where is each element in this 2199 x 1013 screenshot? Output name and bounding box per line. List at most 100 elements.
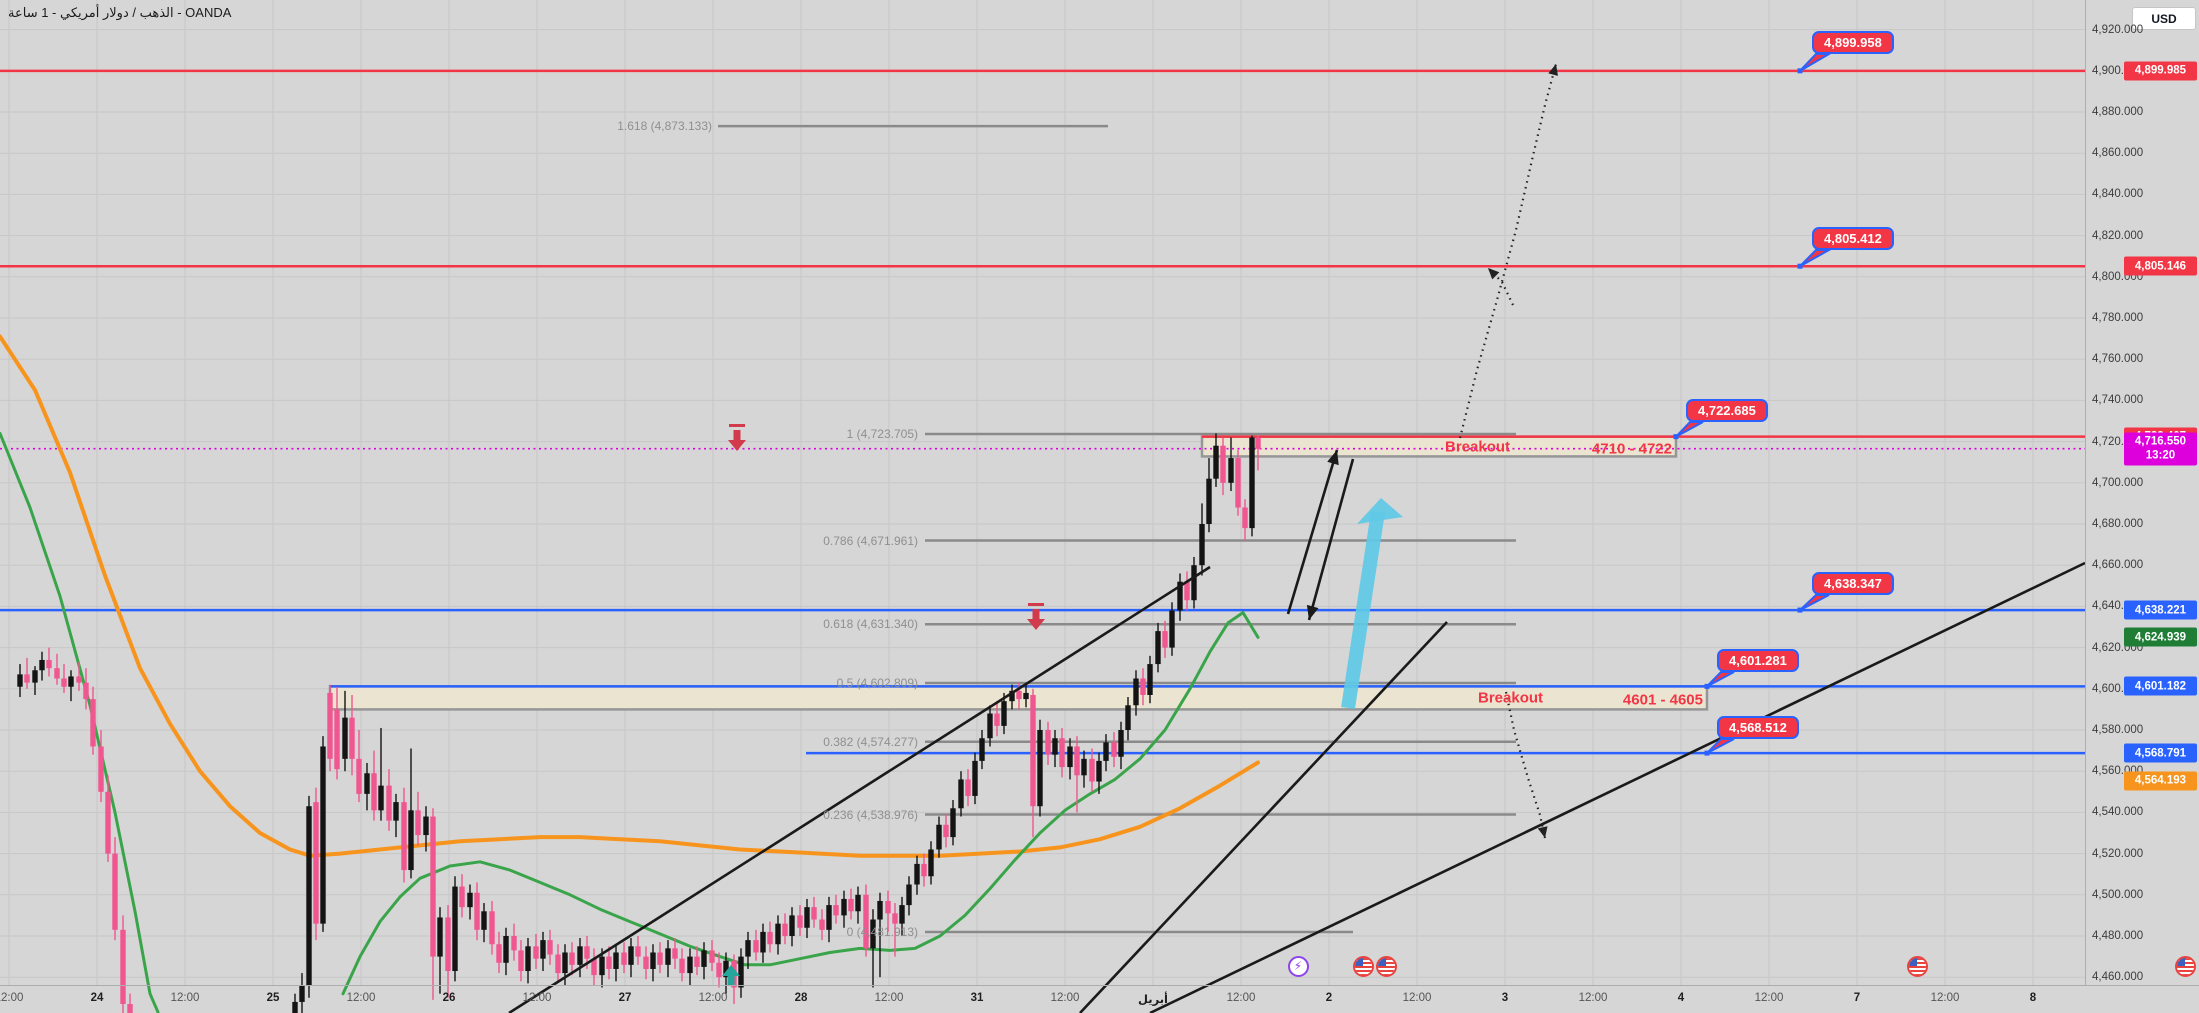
economic-event-flag-icon[interactable] <box>1375 955 1397 977</box>
candle-body <box>423 816 429 836</box>
candle-body <box>459 886 465 908</box>
candle-body <box>679 958 685 974</box>
candle-body <box>334 709 340 770</box>
candle-body <box>841 898 847 916</box>
candle-body <box>848 898 854 912</box>
candle-body <box>738 956 744 988</box>
us-flag-icon <box>1354 957 1372 975</box>
us-flag-icon <box>1377 957 1395 975</box>
candle-body <box>90 699 96 747</box>
candle-body <box>613 952 619 969</box>
trend-line[interactable] <box>1079 621 1448 1013</box>
price-axis-label: 4,564.193 <box>2124 771 2197 791</box>
price-callout-tail <box>1675 421 1704 438</box>
candle-body <box>723 960 729 978</box>
candle-body <box>445 917 451 972</box>
candle-body <box>547 940 553 955</box>
sell-marker-icon[interactable] <box>733 430 741 440</box>
price-axis-tick: 4,700.000 <box>2092 476 2144 489</box>
candle-body <box>489 911 495 945</box>
fib-level-label: 0.5 (4,602.809) <box>836 676 918 690</box>
candle-body <box>313 802 319 924</box>
candle-body <box>643 956 649 969</box>
price-callout-label[interactable]: 4,805.412 <box>1812 227 1894 250</box>
price-callout-label[interactable]: 4,722.685 <box>1686 399 1768 422</box>
candle-body <box>1103 742 1109 761</box>
candle-body <box>518 950 524 972</box>
candle-body <box>657 952 663 965</box>
candle-body <box>327 692 333 759</box>
sell-marker-icon[interactable] <box>728 440 746 451</box>
time-axis-label: 12:00 <box>1402 992 1432 1004</box>
dotted-arrow[interactable] <box>1487 267 1514 306</box>
candle-body <box>452 886 458 972</box>
symbol-title[interactable]: الذهب / دولار أمريكي - 1 ساعة - OANDA <box>8 5 232 20</box>
price-axis-tick: 4,680.000 <box>2092 518 2144 530</box>
cyan-arrow-head <box>1357 498 1403 524</box>
trend-line[interactable] <box>508 565 1211 1013</box>
candle-body <box>127 1003 133 1013</box>
time-axis-label: 12:00 <box>698 992 728 1004</box>
price-callout-label[interactable]: 4,638.347 <box>1812 572 1894 595</box>
candle-body <box>833 905 839 916</box>
candle-body <box>892 913 898 924</box>
price-callout-tail <box>1799 594 1830 611</box>
currency-toggle-button[interactable]: USD <box>2132 7 2196 30</box>
time-axis-label: 12:00 <box>522 992 552 1004</box>
price-callout-label[interactable]: 4,601.281 <box>1717 649 1799 672</box>
ma-slow-line <box>0 334 1260 858</box>
candle-body <box>1255 437 1261 449</box>
buy-marker-icon[interactable] <box>727 976 735 985</box>
candle-body <box>1016 690 1022 700</box>
candle-body <box>24 674 30 683</box>
dotted-arrow[interactable] <box>1504 691 1547 839</box>
candle-body <box>1235 458 1241 508</box>
dotted-arrow-head <box>1488 268 1500 280</box>
economic-event-flag-icon[interactable] <box>1352 955 1374 977</box>
sell-marker-icon[interactable] <box>1027 619 1045 630</box>
sell-marker-icon[interactable] <box>1032 609 1040 619</box>
economic-event-flag-icon[interactable] <box>1906 955 1928 977</box>
callout-anchor-dot <box>1704 750 1710 756</box>
us-flag-icon <box>2176 957 2194 975</box>
candle-body <box>665 948 671 965</box>
price-axis-tick: 4,860.000 <box>2092 147 2144 160</box>
economic-event-flag-icon[interactable] <box>2174 955 2196 977</box>
candle-body <box>1162 631 1168 648</box>
price-axis-tick: 4,540.000 <box>2092 806 2144 819</box>
candle-body <box>1067 746 1073 768</box>
candle-body <box>789 915 795 936</box>
candle-body <box>877 900 883 920</box>
candle-body <box>320 746 326 924</box>
price-callout-label[interactable]: 4,899.958 <box>1812 31 1894 54</box>
annotation-arrow[interactable] <box>1307 458 1355 621</box>
candle-body <box>804 907 810 928</box>
fib-level-label: 0.382 (4,574.277) <box>823 734 918 749</box>
candle-body <box>1242 507 1248 529</box>
annotation-arrow[interactable] <box>1286 449 1339 615</box>
ma-fast-line <box>0 431 160 1013</box>
sell-marker-dash <box>729 424 745 427</box>
time-axis-label: 4 <box>1677 992 1685 1004</box>
candle-body <box>635 946 641 957</box>
candle-body <box>775 923 781 945</box>
trend-line[interactable] <box>1149 561 2086 1013</box>
price-axis-label: 4,805.146 <box>2124 256 2197 276</box>
candle-body <box>292 1001 298 1013</box>
callout-anchor-dot <box>1797 68 1803 74</box>
price-axis-tick: 4,460.000 <box>2092 971 2144 984</box>
candle-body <box>1228 458 1234 483</box>
candle-body <box>83 682 89 700</box>
price-callout-tail <box>1706 738 1735 754</box>
candle-body <box>599 956 605 976</box>
candle-body <box>437 917 443 957</box>
candle-body <box>562 952 568 974</box>
sell-marker-dash <box>1028 603 1044 606</box>
buy-marker-icon[interactable] <box>722 965 740 976</box>
dotted-arrow[interactable] <box>1458 63 1558 439</box>
price-callout-label[interactable]: 4,568.512 <box>1717 716 1799 739</box>
cyan-arrow-shaft[interactable] <box>1341 510 1385 710</box>
economic-event-flash-icon[interactable]: ⚡ <box>1287 955 1309 977</box>
candle-body <box>672 948 678 959</box>
